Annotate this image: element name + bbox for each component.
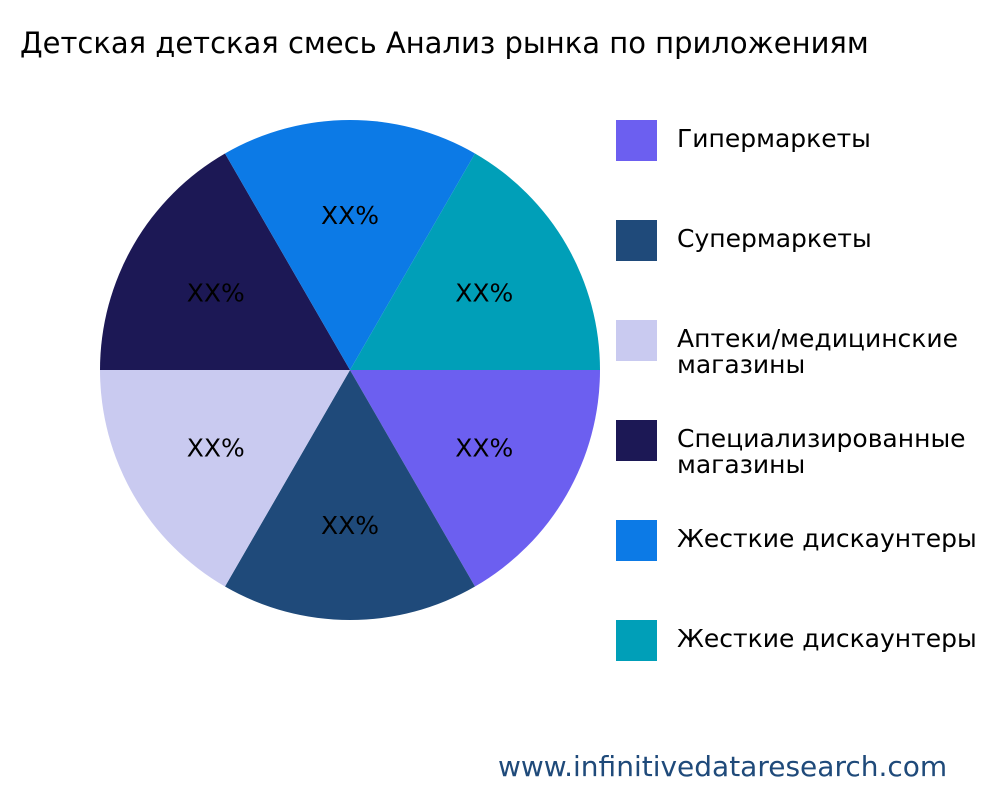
legend-swatch bbox=[616, 220, 657, 261]
legend-swatch bbox=[616, 120, 657, 161]
legend-item: Жесткие дискаунтеры bbox=[616, 620, 977, 661]
legend-label: Гипермаркеты bbox=[677, 124, 871, 153]
pie-slice bbox=[350, 153, 600, 370]
chart-title: Детская детская смесь Анализ рынка по пр… bbox=[20, 26, 869, 60]
legend-label: Жесткие дискаунтеры bbox=[677, 524, 977, 553]
legend-swatch bbox=[616, 620, 657, 661]
legend-item: Специализированные магазины bbox=[616, 420, 966, 478]
legend-label: Супермаркеты bbox=[677, 224, 872, 253]
legend-item: Супермаркеты bbox=[616, 220, 872, 261]
legend-label: Аптеки/медицинские магазины bbox=[677, 324, 959, 379]
slice-data-label: XX% bbox=[321, 201, 379, 230]
pie-slice bbox=[100, 370, 350, 587]
legend-item: Жесткие дискаунтеры bbox=[616, 520, 977, 561]
slice-data-label: XX% bbox=[187, 279, 245, 308]
legend-swatch bbox=[616, 520, 657, 561]
legend-label: Жесткие дискаунтеры bbox=[677, 624, 977, 653]
slice-data-label: XX% bbox=[187, 434, 245, 463]
pie-slice bbox=[350, 370, 600, 587]
legend-item: Аптеки/медицинские магазины bbox=[616, 320, 958, 378]
legend-item: Гипермаркеты bbox=[616, 120, 871, 161]
slice-data-label: XX% bbox=[455, 279, 513, 308]
pie-slice bbox=[100, 153, 350, 370]
pie-slice bbox=[225, 370, 475, 620]
slice-data-label: XX% bbox=[455, 434, 513, 463]
legend-label: Специализированные магазины bbox=[677, 424, 966, 479]
watermark: www.infinitivedataresearch.com bbox=[498, 750, 948, 783]
pie-slice bbox=[225, 119, 475, 370]
slice-data-label: XX% bbox=[321, 511, 379, 540]
legend-swatch bbox=[616, 320, 657, 361]
legend-swatch bbox=[616, 420, 657, 461]
